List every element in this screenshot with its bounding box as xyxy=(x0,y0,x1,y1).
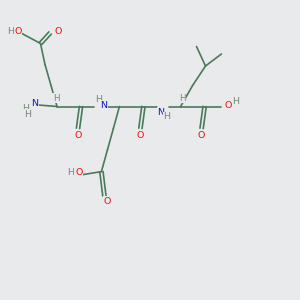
Text: N: N xyxy=(31,99,38,108)
Text: N: N xyxy=(100,101,107,110)
Text: O: O xyxy=(198,130,205,140)
Text: H: H xyxy=(164,112,171,122)
Text: O: O xyxy=(225,100,232,109)
Text: H: H xyxy=(53,94,60,103)
Text: H: H xyxy=(22,104,29,113)
Text: H: H xyxy=(24,110,31,119)
Text: O: O xyxy=(75,168,82,177)
Text: N: N xyxy=(158,108,165,117)
Text: H: H xyxy=(232,98,240,106)
Text: O: O xyxy=(74,130,82,140)
Text: O: O xyxy=(137,130,144,140)
Text: H: H xyxy=(179,94,185,103)
Text: H: H xyxy=(95,95,103,104)
Text: O: O xyxy=(14,27,22,36)
Text: H: H xyxy=(68,168,75,177)
Text: O: O xyxy=(104,197,111,206)
Text: O: O xyxy=(55,27,62,36)
Text: H: H xyxy=(7,27,14,36)
